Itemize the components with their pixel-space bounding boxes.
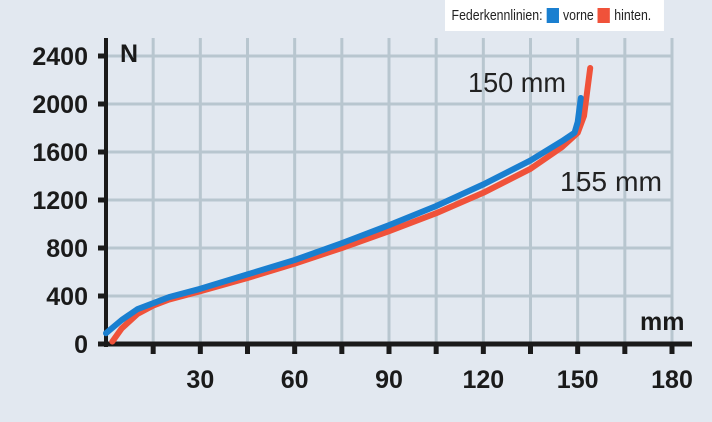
series-line-hinten (109, 65, 594, 345)
y-tick-label: 2000 (32, 91, 88, 119)
y-tick-label: 2400 (32, 43, 88, 71)
legend: Federkennlinien: vorne hinten. (445, 0, 664, 31)
series-line-vorne (103, 95, 584, 337)
y-tick-label: 1600 (32, 139, 88, 167)
y-tick-label: 1200 (32, 187, 88, 215)
legend-swatch-hinten (597, 8, 611, 23)
x-tick-label: 90 (375, 366, 403, 394)
y-tick-label: 0 (74, 331, 88, 359)
y-tick-label: 400 (46, 283, 88, 311)
x-tick-label: 180 (651, 366, 693, 394)
legend-title: Federkennlinien: (451, 7, 543, 24)
x-tick-label: 30 (186, 366, 214, 394)
y-tick-label: 800 (46, 235, 88, 263)
legend-label-hinten: hinten. (614, 7, 652, 24)
legend-swatch-vorne (546, 8, 559, 23)
x-axis-label: mm (640, 308, 684, 336)
annotation-155mm: 155 mm (560, 166, 662, 197)
x-tick-label: 60 (281, 366, 309, 394)
legend-label-vorne: vorne (563, 7, 594, 24)
x-tick-label: 150 (557, 366, 599, 394)
annotation-150mm: 150 mm (468, 67, 566, 98)
x-tick-label: 120 (462, 366, 504, 394)
y-axis-label: N (120, 40, 138, 68)
